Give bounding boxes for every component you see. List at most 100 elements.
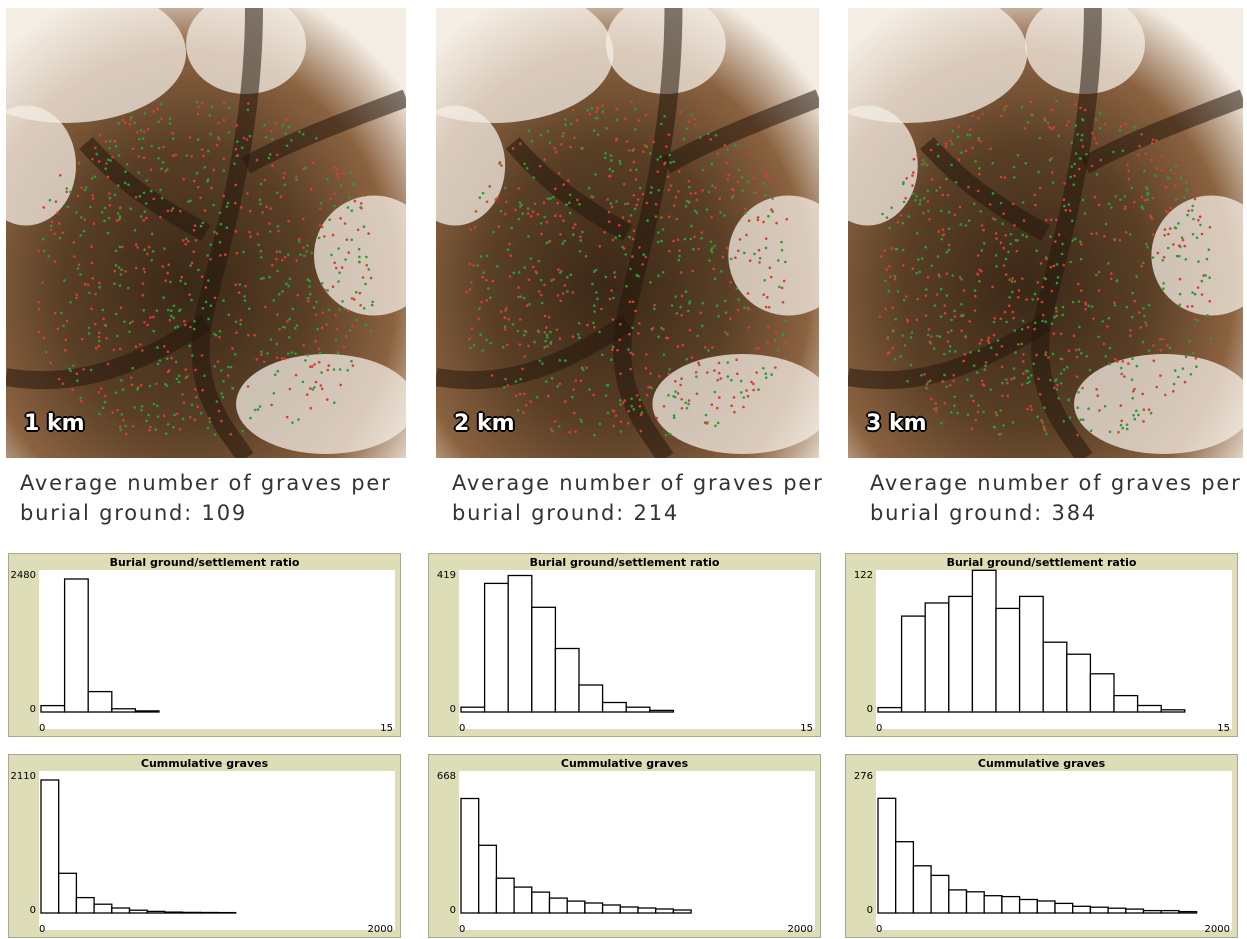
grave-marker (311, 161, 315, 164)
grave-marker (346, 369, 350, 372)
grave-marker (941, 228, 945, 231)
grave-marker (527, 344, 530, 348)
grave-marker (584, 255, 588, 258)
grave-marker (1097, 289, 1101, 292)
x-tick-label: 2000 (787, 924, 813, 935)
grave-marker (697, 247, 700, 251)
grave-marker (118, 425, 122, 429)
grave-marker (152, 197, 156, 201)
grave-marker (1055, 281, 1059, 285)
grave-marker (183, 319, 186, 323)
grave-marker (1027, 376, 1030, 380)
grave-marker (991, 192, 995, 195)
grave-marker (558, 359, 562, 362)
grave-marker (333, 192, 337, 196)
grave-marker (574, 430, 577, 434)
grave-marker (139, 129, 142, 132)
grave-marker (894, 247, 898, 251)
grave-marker (244, 284, 247, 288)
grave-marker (1064, 208, 1067, 212)
x-tick-label: 0 (459, 723, 466, 734)
histogram-bar (637, 907, 657, 914)
grave-marker (880, 255, 883, 258)
histogram-bar (478, 844, 498, 914)
grave-marker (1095, 388, 1098, 391)
grave-marker (272, 392, 276, 395)
river-valley (505, 137, 633, 241)
grave-marker (958, 276, 962, 279)
grave-marker (1177, 244, 1181, 247)
grave-marker (1131, 357, 1134, 361)
grave-marker (1010, 377, 1013, 381)
grave-marker (651, 327, 655, 330)
grave-marker (42, 249, 46, 253)
grave-marker (280, 259, 284, 262)
grave-marker (188, 416, 192, 419)
histogram-bar (877, 706, 903, 713)
grave-marker (568, 201, 571, 204)
grave-marker (364, 323, 368, 327)
grave-marker (562, 131, 565, 135)
grave-marker (121, 388, 125, 392)
grave-marker (665, 145, 668, 148)
grave-marker (698, 136, 702, 139)
grave-marker (149, 316, 152, 319)
grave-marker (537, 290, 541, 293)
grave-marker (1049, 378, 1052, 382)
grave-marker (588, 112, 592, 116)
grave-marker (229, 432, 233, 436)
grave-marker (306, 278, 310, 281)
grave-marker (911, 192, 915, 195)
grave-marker (930, 335, 933, 338)
grave-marker (626, 202, 630, 205)
grave-marker (107, 158, 110, 161)
grave-marker (918, 202, 922, 206)
grave-marker (999, 201, 1003, 205)
grave-marker (901, 221, 905, 225)
grave-marker (610, 205, 614, 209)
grave-marker (159, 216, 162, 219)
grave-marker (935, 407, 938, 410)
grave-marker (194, 368, 197, 372)
grave-marker (1167, 232, 1170, 236)
grave-marker (1015, 249, 1019, 253)
grave-marker (762, 220, 765, 224)
grave-marker (639, 413, 643, 417)
grave-marker (105, 162, 108, 165)
grave-marker (1037, 377, 1040, 381)
grave-marker (326, 178, 329, 181)
grave-marker (341, 300, 344, 303)
grave-marker (950, 142, 954, 146)
grave-marker (295, 324, 299, 327)
grave-marker (693, 235, 696, 238)
grave-marker (576, 198, 579, 202)
grave-marker (246, 385, 250, 388)
grave-marker (317, 236, 321, 240)
grave-marker (604, 151, 607, 155)
grave-marker (662, 353, 666, 357)
grave-marker (345, 334, 348, 338)
grave-marker (1144, 321, 1147, 324)
grave-marker (964, 224, 968, 227)
grave-marker (980, 338, 983, 342)
grave-marker (1180, 236, 1184, 239)
grave-marker (277, 292, 281, 296)
grave-marker (1079, 418, 1082, 422)
grave-marker (333, 204, 336, 208)
x-tick-label: 2000 (1204, 924, 1230, 935)
grave-marker (734, 144, 737, 148)
grave-marker (575, 119, 579, 122)
grave-marker (116, 184, 120, 187)
grave-marker (1062, 420, 1065, 423)
grave-marker (1021, 201, 1025, 204)
histogram-bar (995, 607, 1021, 713)
grave-marker (208, 114, 211, 117)
grave-marker (1119, 404, 1123, 407)
grave-marker (1166, 177, 1170, 180)
grave-marker (1033, 193, 1037, 197)
grave-marker (310, 188, 313, 191)
grave-marker (58, 222, 61, 225)
grave-marker (119, 347, 122, 351)
histogram-bar (146, 910, 166, 914)
grave-marker (536, 212, 540, 216)
